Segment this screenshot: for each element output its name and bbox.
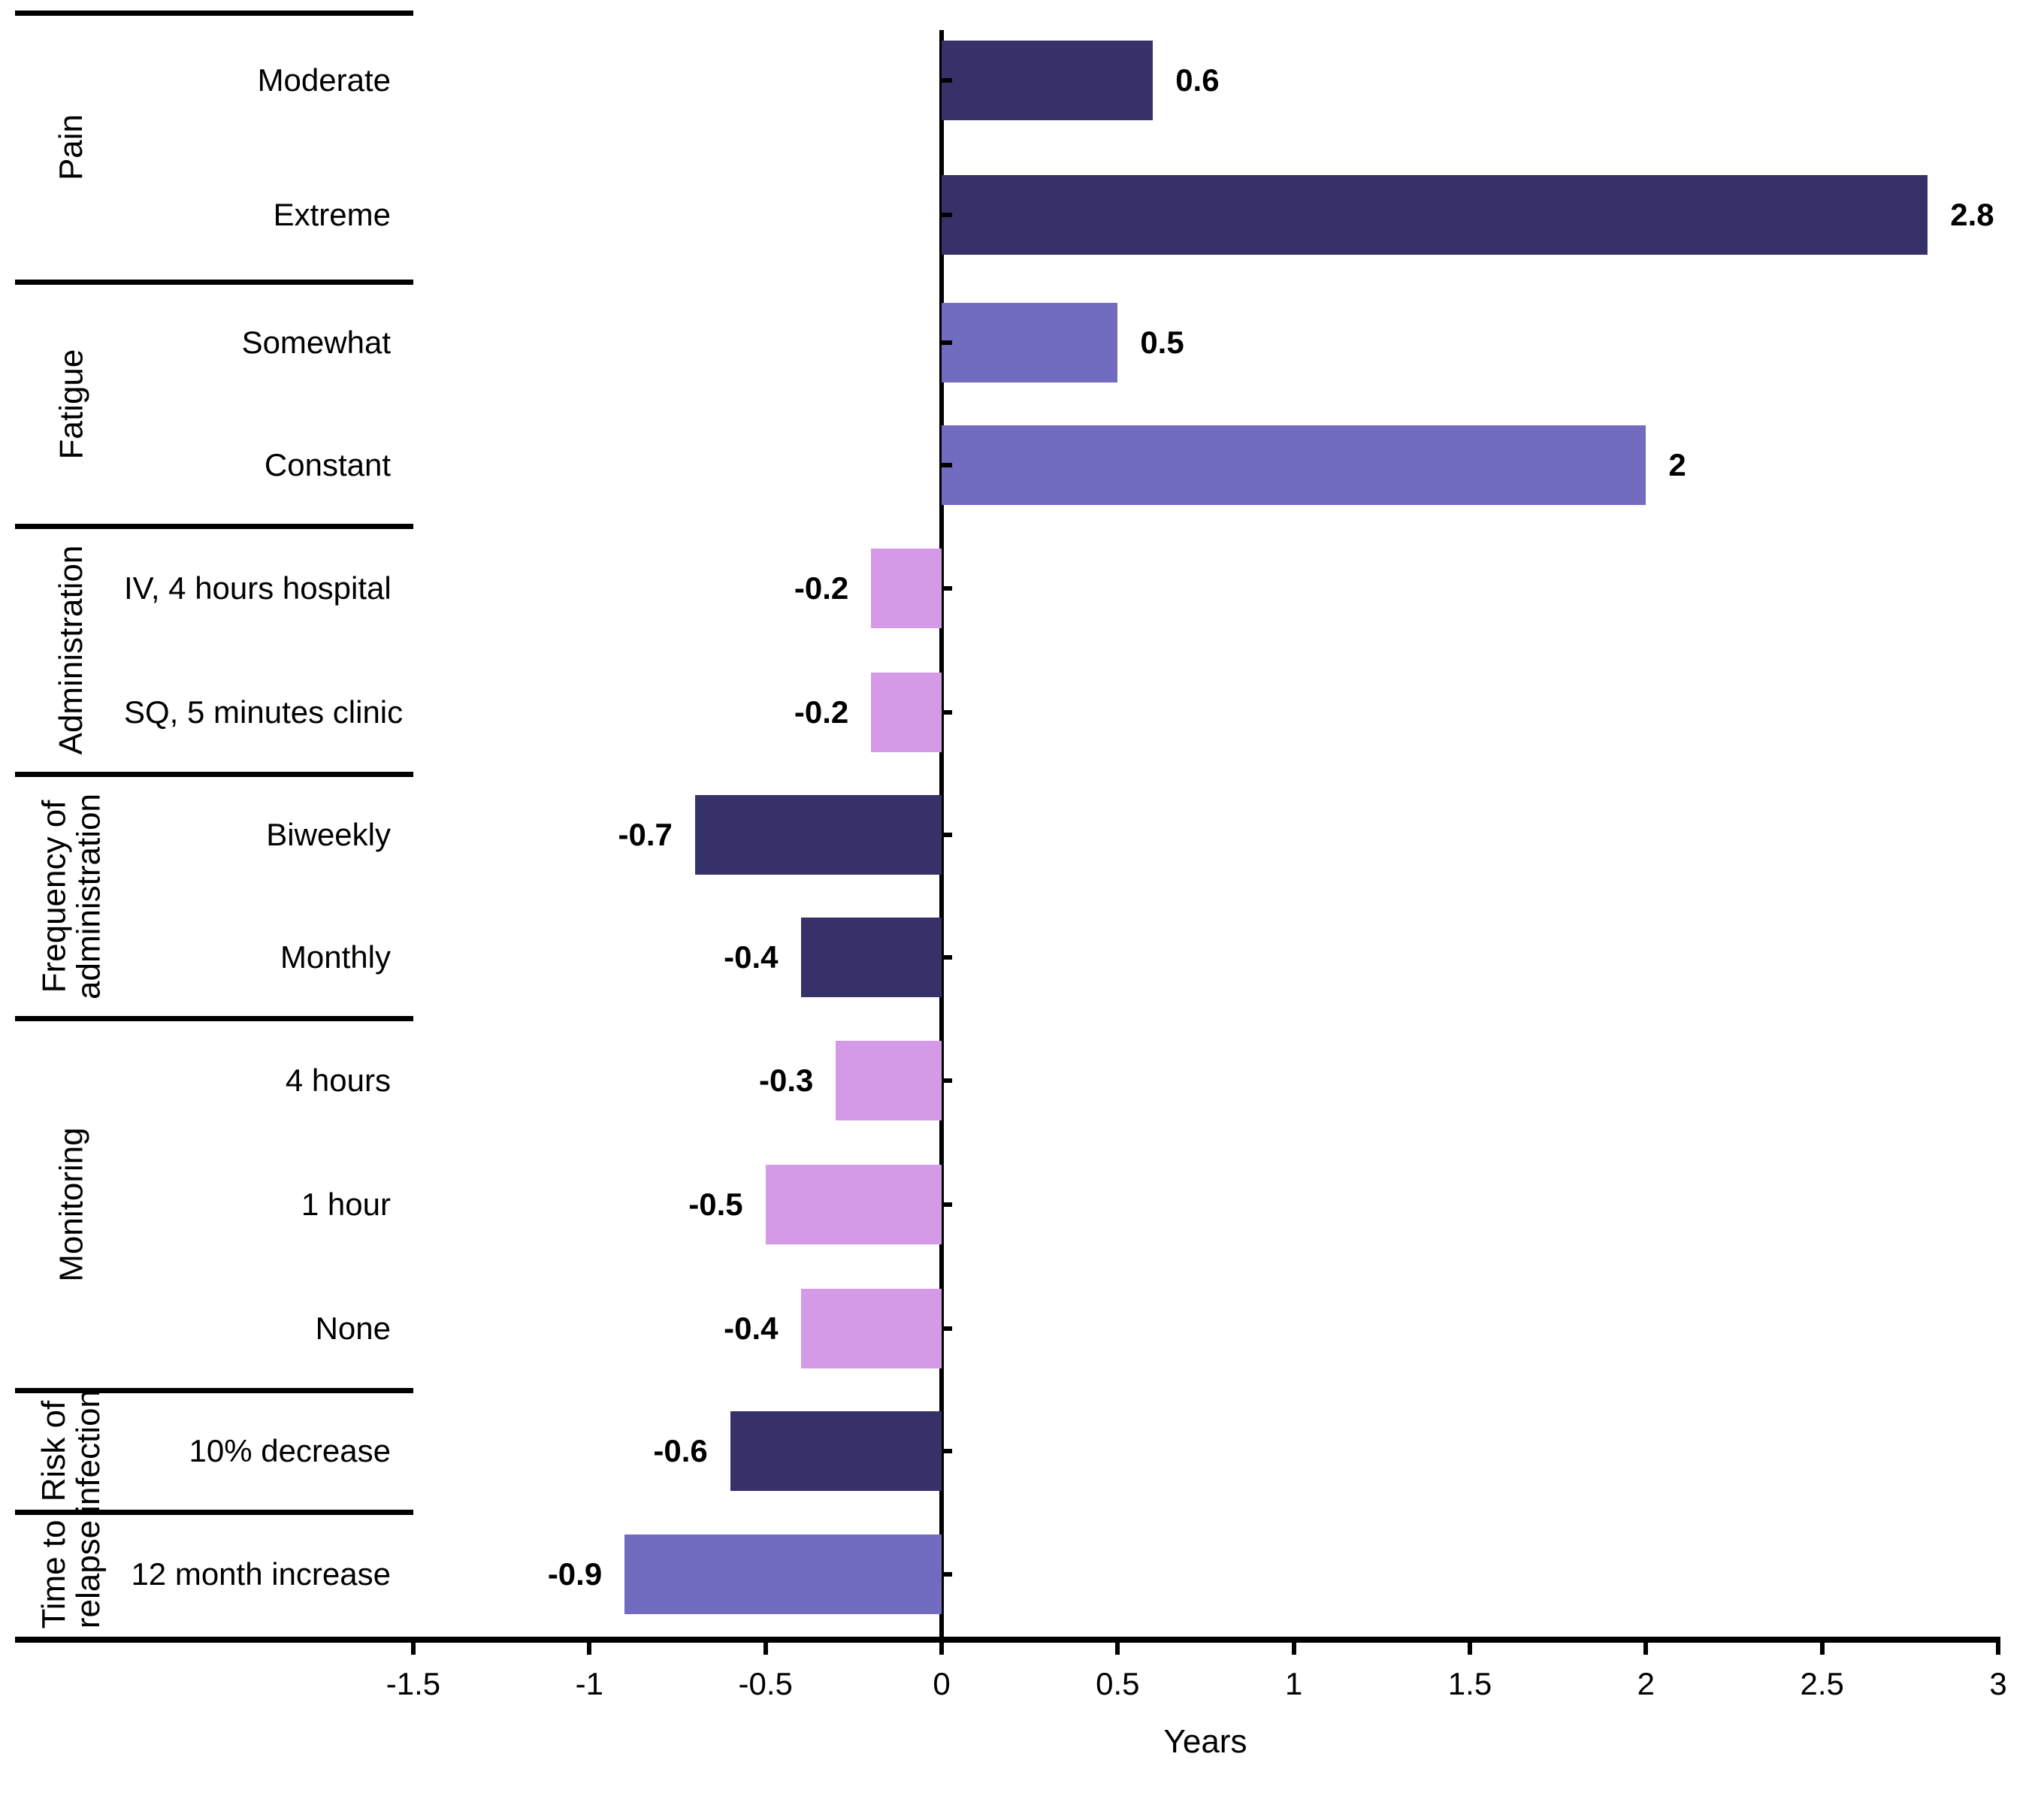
y-tick	[942, 1449, 952, 1453]
x-tick-label: 2.5	[1800, 1666, 1844, 1701]
x-tick	[1115, 1643, 1120, 1655]
level-label: 10% decrease	[189, 1433, 391, 1468]
x-tick-label: 2	[1637, 1666, 1655, 1701]
x-tick-label: 0	[933, 1666, 951, 1701]
level-label: 4 hours	[285, 1062, 391, 1098]
level-label: 1 hour	[301, 1186, 391, 1222]
attribute-group-label: Pain	[52, 113, 89, 181]
bar-extreme	[942, 174, 1928, 255]
value-label: -0.9	[547, 1556, 603, 1592]
x-axis-title: Years	[1163, 1723, 1247, 1760]
bar-none	[800, 1288, 942, 1368]
y-tick	[942, 462, 952, 467]
attribute-group-label: Administration	[52, 545, 89, 755]
group-divider	[15, 279, 413, 285]
value-label: -0.3	[759, 1062, 814, 1098]
value-label: 0.6	[1175, 62, 1220, 98]
bar-iv-4-hours-hospital	[871, 548, 942, 628]
x-tick	[1468, 1643, 1472, 1655]
y-tick	[942, 709, 952, 715]
group-divider	[15, 1387, 413, 1393]
y-tick	[942, 340, 952, 346]
x-tick-label: 3	[1989, 1666, 2007, 1701]
x-tick-label: -0.5	[738, 1666, 793, 1701]
y-tick	[942, 1202, 952, 1207]
y-tick	[942, 212, 952, 217]
y-tick	[942, 77, 952, 83]
x-tick	[410, 1643, 416, 1655]
y-tick	[942, 1326, 952, 1331]
attribute-group-label: Frequency of administration	[35, 793, 107, 999]
level-label: None	[315, 1310, 391, 1346]
x-tick	[1291, 1643, 1296, 1655]
value-label: 2.8	[1950, 196, 1994, 232]
y-tick	[942, 1078, 952, 1083]
level-label: Monthly	[280, 939, 391, 975]
x-tick-label: 1	[1284, 1666, 1303, 1701]
value-label: -0.4	[724, 1310, 779, 1346]
bar-monthly	[800, 917, 942, 997]
x-tick	[1643, 1643, 1649, 1655]
value-label: -0.5	[688, 1186, 743, 1222]
value-label: -0.7	[618, 817, 673, 853]
level-label: Extreme	[273, 196, 391, 232]
x-tick-label: 0.5	[1096, 1666, 1140, 1701]
attribute-group-label: Time to relapse	[35, 1519, 107, 1629]
bar-4-hours	[836, 1040, 942, 1120]
y-tick	[942, 833, 952, 838]
bar-1-hour	[765, 1164, 942, 1244]
group-divider	[15, 1015, 413, 1021]
x-tick-label: -1	[575, 1666, 603, 1701]
value-label: -0.2	[794, 694, 849, 730]
x-tick	[1996, 1643, 2000, 1655]
y-tick	[942, 1572, 952, 1577]
group-divider	[15, 1509, 413, 1515]
value-label: 0.5	[1140, 325, 1184, 361]
y-tick	[942, 954, 952, 960]
value-label: -0.4	[724, 939, 779, 975]
level-label: Biweekly	[266, 817, 391, 853]
level-label: SQ, 5 minutes clinic	[124, 694, 404, 730]
level-label: 12 month increase	[131, 1556, 391, 1592]
value-label: -0.6	[653, 1433, 708, 1468]
value-label: -0.2	[794, 570, 849, 606]
level-label: IV, 4 hours hospital	[124, 570, 392, 606]
x-axis-line	[15, 1637, 2000, 1643]
y-tick	[942, 585, 952, 591]
bar-sq-5-minutes-clinic	[871, 672, 942, 752]
x-tick-label: -1.5	[386, 1666, 441, 1701]
attribute-group-label: Fatigue	[52, 349, 89, 459]
x-tick	[763, 1643, 768, 1655]
x-tick-label: 1.5	[1447, 1666, 1492, 1701]
bar-10-decrease	[730, 1411, 942, 1491]
attribute-group-label: Risk of infection	[35, 1389, 107, 1513]
bar-moderate	[942, 40, 1154, 120]
bar-somewhat	[942, 303, 1118, 383]
group-divider	[15, 771, 413, 777]
level-label: Somewhat	[241, 325, 391, 361]
level-label: Constant	[264, 446, 391, 482]
x-tick	[1819, 1643, 1825, 1655]
bar-12-month-increase	[624, 1534, 942, 1614]
attribute-group-label: Monitoring	[52, 1126, 89, 1282]
group-divider	[15, 523, 413, 529]
group-divider	[15, 10, 413, 16]
x-tick	[587, 1643, 592, 1655]
value-label: 2	[1668, 446, 1686, 482]
level-label: Moderate	[257, 62, 391, 98]
bar-biweekly	[694, 795, 942, 875]
bar-constant	[942, 425, 1646, 505]
x-tick	[939, 1643, 944, 1655]
